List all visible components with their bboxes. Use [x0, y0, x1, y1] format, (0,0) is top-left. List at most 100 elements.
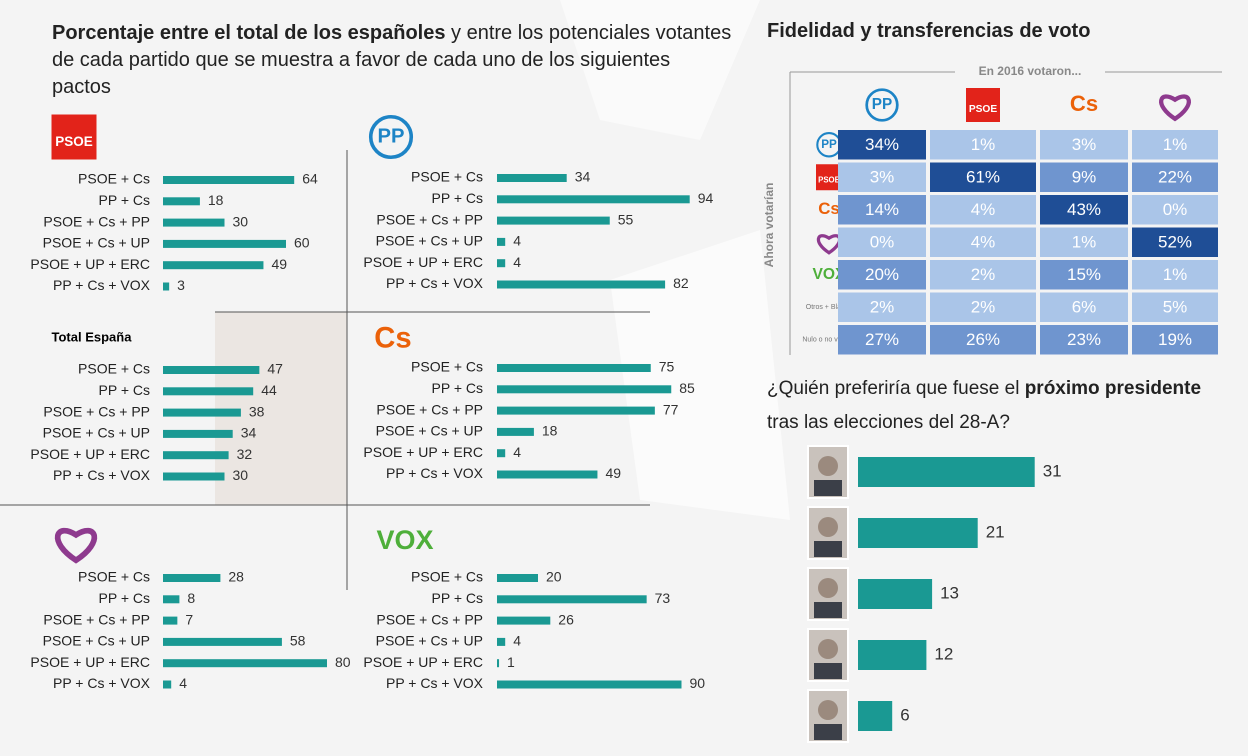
heat-cell [1040, 130, 1128, 160]
value-label: 60 [294, 235, 310, 251]
category-label: PSOE + Cs [78, 361, 150, 377]
bar [163, 616, 178, 625]
bar [163, 261, 264, 270]
bar [163, 659, 327, 668]
heatmap-title: Fidelidad y transferencias de voto [767, 20, 1091, 42]
cell-label: 52% [1158, 233, 1192, 252]
heat-cell [1132, 227, 1218, 257]
photo-body [814, 663, 842, 679]
value-label: 44 [261, 382, 277, 398]
category-label: PSOE + Cs + PP [43, 403, 150, 419]
category-label: PP + Cs [99, 192, 151, 208]
value-label: 26 [558, 611, 574, 627]
value-label: 7 [185, 611, 193, 627]
heat-cell [838, 325, 926, 355]
value-label: 28 [228, 569, 244, 585]
category-label: PP + Cs [99, 590, 151, 606]
bar [497, 237, 506, 246]
heat-cell [930, 130, 1036, 160]
bar [497, 280, 666, 289]
category-label: PSOE + Cs + PP [376, 211, 483, 227]
logo-box [816, 164, 842, 191]
panel-shade [215, 312, 347, 505]
cell-label: 1% [1163, 265, 1188, 284]
x-axis-label: En 2016 votaron... [979, 64, 1082, 78]
category-label: PP + Cs [99, 382, 151, 398]
cell-label: 27% [865, 330, 899, 349]
value-label: 73 [655, 590, 671, 606]
photo-body [814, 480, 842, 496]
photo-body [814, 541, 842, 557]
heat-cell [930, 227, 1036, 257]
bar [163, 387, 254, 396]
bar [497, 259, 506, 268]
category-label: PP + Cs + VOX [386, 275, 484, 291]
value-label: 3 [177, 277, 185, 293]
bar [497, 680, 682, 689]
bar [163, 282, 170, 291]
logo-circle [865, 88, 899, 122]
cell-label: 5% [1163, 298, 1188, 317]
value-label: 85 [679, 380, 695, 396]
bar [497, 595, 647, 604]
cell-label: 34% [865, 135, 899, 154]
title-bold: Porcentaje entre el total de los español… [52, 22, 446, 44]
question-bold: próximo presidente [1024, 378, 1202, 399]
logo-heart [816, 234, 842, 255]
cell-label: 61% [966, 168, 1000, 187]
heat-cell [930, 195, 1036, 225]
cell-label: 1% [971, 135, 996, 154]
category-label: PP + Cs + VOX [53, 467, 151, 483]
bar [497, 574, 538, 582]
category-label: PSOE + UP + ERC [30, 446, 150, 462]
row-label: Otros + Blanco [806, 304, 853, 311]
value-label: 4 [513, 254, 521, 270]
bar [163, 176, 295, 184]
logo-text: PP [821, 138, 837, 151]
cell-label: 1% [1072, 233, 1097, 252]
category-label: PSOE + UP + ERC [30, 654, 150, 670]
heat-cell [838, 162, 926, 192]
value-label: 4 [179, 675, 187, 691]
label-bg [955, 63, 1105, 81]
bar [163, 595, 180, 604]
question-part: tras las elecciones del 28-A? [767, 412, 1010, 433]
cell-label: 9% [1072, 168, 1097, 187]
bar [858, 640, 927, 670]
value-label: 12 [934, 644, 953, 663]
value-label: 32 [237, 446, 253, 462]
y-axis-label: Ahora votarían [762, 183, 776, 268]
value-label: 64 [302, 171, 318, 187]
category-label: PSOE + Cs + UP [43, 633, 150, 649]
heat-cell [930, 292, 1036, 322]
cell-label: 1% [1163, 135, 1188, 154]
value-label: 82 [673, 275, 689, 291]
question-part: ¿Quién preferiría que fuese el [767, 378, 1020, 399]
category-label: PSOE + Cs + PP [376, 401, 483, 417]
value-label: 77 [663, 401, 679, 417]
bar [497, 216, 610, 225]
value-label: 80 [335, 654, 351, 670]
logo-box [966, 88, 1000, 122]
heat-cell [1132, 292, 1218, 322]
value-label: 30 [233, 467, 249, 483]
cell-label: 0% [1163, 200, 1188, 219]
value-label: 4 [513, 233, 521, 249]
heat-cell [1040, 292, 1128, 322]
category-label: PSOE + Cs [78, 569, 150, 585]
title-rest: y entre los potenciales votantes de cada… [52, 22, 732, 98]
category-label: PSOE + Cs [411, 359, 483, 375]
row-label: Nulo o no votaría [802, 337, 855, 344]
category-label: PP + Cs [432, 380, 484, 396]
heat-cell [1132, 325, 1218, 355]
cell-label: 19% [1158, 330, 1192, 349]
category-label: PSOE + Cs + UP [376, 233, 483, 249]
value-label: 75 [659, 359, 675, 375]
cell-label: 4% [971, 233, 996, 252]
bar [497, 616, 551, 625]
category-label: PSOE + Cs + UP [376, 633, 483, 649]
category-label: PSOE + UP + ERC [363, 444, 483, 460]
bar [497, 659, 500, 668]
bar [497, 406, 655, 415]
